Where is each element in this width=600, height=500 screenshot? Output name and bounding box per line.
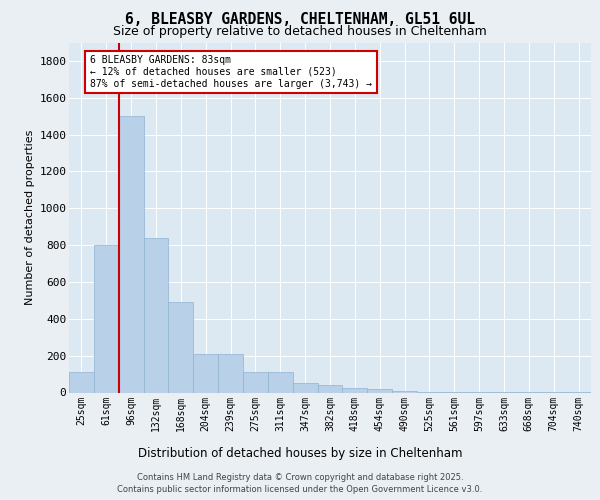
Y-axis label: Number of detached properties: Number of detached properties [25,130,35,305]
Text: Size of property relative to detached houses in Cheltenham: Size of property relative to detached ho… [113,25,487,38]
Bar [69,372,94,392]
Bar [243,372,268,392]
Bar [367,389,392,392]
Bar [119,116,143,392]
Bar [218,354,243,393]
Text: Distribution of detached houses by size in Cheltenham: Distribution of detached houses by size … [138,448,462,460]
Text: 6 BLEASBY GARDENS: 83sqm
← 12% of detached houses are smaller (523)
87% of semi-: 6 BLEASBY GARDENS: 83sqm ← 12% of detach… [90,56,372,88]
Bar [317,385,343,392]
Bar [343,388,367,392]
Bar [169,302,193,392]
Text: 6, BLEASBY GARDENS, CHELTENHAM, GL51 6UL: 6, BLEASBY GARDENS, CHELTENHAM, GL51 6UL [125,12,475,28]
Bar [392,390,417,392]
Text: Contains HM Land Registry data © Crown copyright and database right 2025.
Contai: Contains HM Land Registry data © Crown c… [118,472,482,494]
Bar [268,372,293,392]
Bar [193,354,218,393]
Bar [143,238,169,392]
Bar [94,245,119,392]
Bar [293,384,317,392]
